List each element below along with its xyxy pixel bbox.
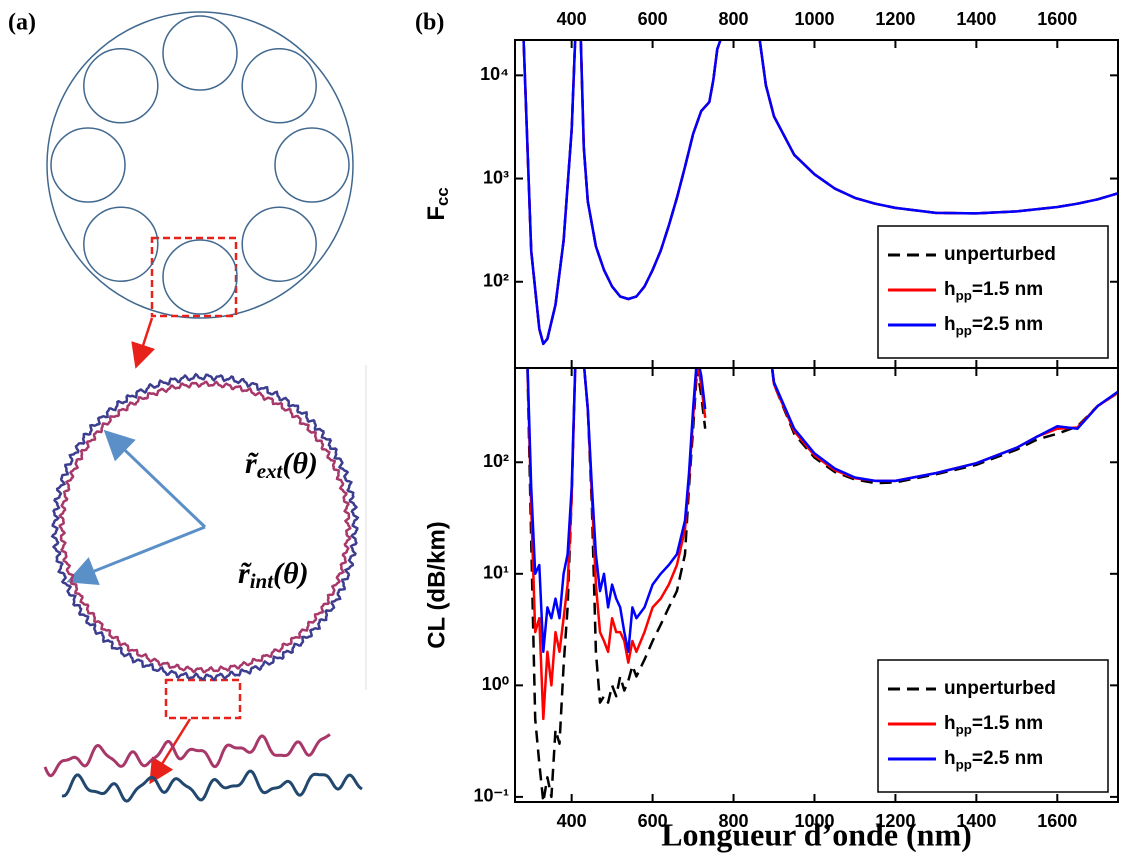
legend-label: hpp=2.5 nm	[944, 314, 1043, 338]
panel-label: (a)	[8, 10, 36, 36]
x-tick-label: 1600	[1037, 9, 1077, 29]
legend-label: hpp=1.5 nm	[944, 279, 1043, 303]
legend-label: hpp=2.5 nm	[944, 748, 1043, 772]
x-tick-label: 1400	[956, 9, 996, 29]
capillary	[241, 48, 317, 124]
panel-a: (a) r̃ext(θ) r̃int(θ)	[8, 10, 367, 803]
zoom-arrow	[131, 317, 156, 369]
x-tick-label: 800	[719, 9, 749, 29]
capillary	[83, 48, 159, 124]
legend-box	[877, 659, 1109, 793]
y-tick-label: 10²	[483, 451, 509, 471]
fiber-cladding	[46, 11, 354, 319]
r-ext-label: r̃ext(θ)	[245, 447, 318, 483]
capillary	[241, 206, 317, 282]
zoom-box	[150, 236, 238, 318]
series-line	[522, 40, 1118, 346]
x-tick-label: 800	[719, 811, 749, 831]
x-tick-label: 1200	[875, 811, 915, 831]
legend-label: unperturbed	[944, 678, 1056, 699]
plot-frame	[514, 367, 1119, 803]
r-int-label: r̃int(θ)	[238, 557, 309, 593]
y-axis-label: CL (dB/km)	[423, 521, 450, 649]
series-line	[526, 368, 1118, 802]
radius-arrow	[66, 525, 206, 586]
x-tick-label: 600	[638, 9, 668, 29]
y-tick-label: 10⁻¹	[473, 786, 509, 806]
x-axis-label: Longueur d’onde (nm)	[661, 816, 972, 852]
zoom-arrow	[149, 718, 192, 785]
capillary	[274, 127, 350, 203]
y-axis-label: Fcc	[423, 187, 452, 220]
capillary	[83, 206, 159, 282]
series-line	[526, 368, 1118, 721]
y-tick-label: 10³	[483, 167, 509, 187]
x-tick-label: 600	[638, 811, 668, 831]
plot-area	[522, 40, 1118, 346]
y-tick-label: 10²	[483, 271, 509, 291]
series-line	[526, 368, 1118, 654]
rough-profile	[61, 769, 363, 803]
legend-label: unperturbed	[944, 244, 1056, 265]
legend-box	[877, 225, 1109, 359]
capillary	[50, 127, 126, 203]
capillary	[162, 239, 238, 315]
x-tick-label: 400	[557, 811, 587, 831]
y-tick-label: 10¹	[483, 563, 509, 583]
legend-label: hpp=1.5 nm	[944, 713, 1043, 737]
radius-arrow	[103, 429, 207, 529]
x-tick-label: 1600	[1037, 811, 1077, 831]
panel-label: (b)	[415, 10, 444, 36]
x-tick-label: 400	[557, 9, 587, 29]
rough-surface	[58, 380, 352, 674]
rough-profile	[43, 733, 331, 778]
plot-area	[526, 368, 1118, 802]
x-tick-label: 1200	[875, 9, 915, 29]
y-tick-label: 10⁰	[482, 674, 509, 694]
x-tick-label: 1000	[794, 811, 834, 831]
capillary	[162, 15, 238, 91]
x-tick-label: 1000	[794, 9, 834, 29]
y-tick-label: 10⁴	[480, 64, 509, 84]
rough-surface	[50, 372, 360, 682]
zoom-box	[164, 678, 242, 720]
x-tick-label: 1400	[956, 811, 996, 831]
